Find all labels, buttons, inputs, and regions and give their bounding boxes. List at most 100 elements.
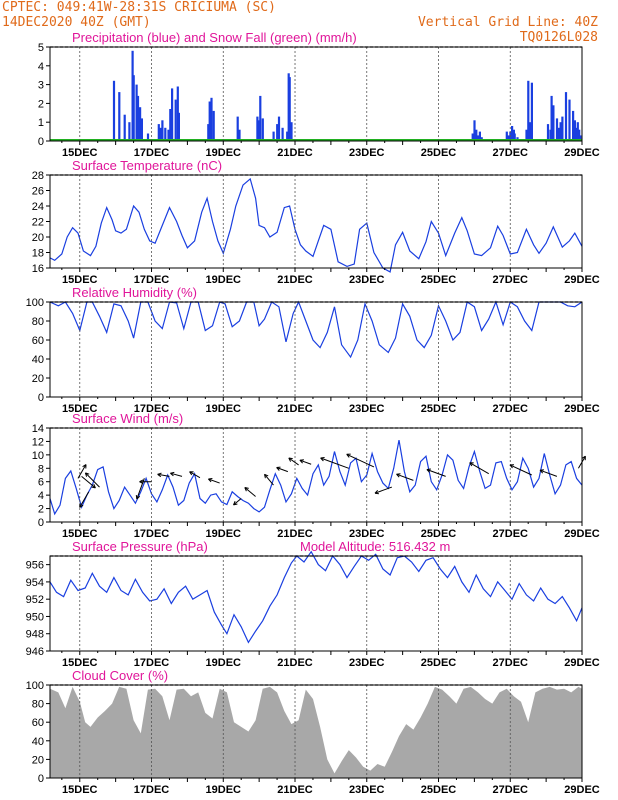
y-tick-label: 60 <box>32 717 44 729</box>
precip-bar <box>576 122 579 141</box>
precip-bar <box>276 124 279 141</box>
wind-arrow-icon <box>208 478 220 484</box>
series-pressure <box>49 550 583 644</box>
y-tick-label: 28 <box>32 170 44 182</box>
precip-bar <box>557 127 560 141</box>
precip-bar <box>174 99 177 141</box>
y-tick-label: 80 <box>32 316 44 328</box>
y-tick-label: 950 <box>26 611 44 623</box>
x-tick-label: 25DEC <box>421 528 457 540</box>
x-tick-label: 23DEC <box>349 274 385 286</box>
precip-bar <box>136 95 140 141</box>
wind-arrowhead-icon <box>469 462 474 467</box>
x-tick-label: 17DEC <box>134 784 170 796</box>
precip-bar <box>159 127 162 141</box>
y-tick-label: 0 <box>38 517 44 529</box>
precip-bar <box>578 129 581 141</box>
x-tick-label: 15DEC <box>62 403 98 415</box>
panel-cloud: Cloud Cover (%) 0 20 40 60 80 100 15DEC 17DEC 19D… <box>26 668 600 796</box>
wind-arrow-icon <box>396 473 414 481</box>
precip-bar <box>210 97 213 141</box>
y-tick-label: 12 <box>32 436 44 448</box>
panel-title-precip: Precipitation (blue) and Snow Fall (gree… <box>72 30 357 45</box>
wind-arrow-icon <box>509 464 532 476</box>
precip-bar <box>132 75 135 141</box>
y-tick-label: 2 <box>38 504 44 516</box>
wind-arrowhead-icon <box>276 466 281 471</box>
y-tick-label: 100 <box>26 297 44 309</box>
x-tick-label: 15DEC <box>62 784 98 796</box>
y-tick-label: 6 <box>38 477 44 489</box>
x-tick-label: 29DEC <box>564 528 600 540</box>
precip-bar <box>288 77 291 141</box>
x-tick-label: 29DEC <box>564 657 600 669</box>
precip-bar <box>259 95 262 141</box>
wind-arrowhead-icon <box>288 457 293 462</box>
panel-frame <box>49 174 583 269</box>
x-tick-label: 15DEC <box>62 657 98 669</box>
wind-arrowhead-icon <box>157 472 162 478</box>
precip-bar <box>176 86 179 141</box>
precip-bar <box>167 129 170 141</box>
precip-bar <box>272 131 275 141</box>
wind-arrow-icon <box>539 469 558 477</box>
wind-arrowhead-icon <box>374 489 379 495</box>
x-tick-label: 27DEC <box>493 784 529 796</box>
precip-bar <box>511 126 514 141</box>
wind-arrowhead-icon <box>539 469 544 474</box>
x-tick-label: 27DEC <box>493 274 529 286</box>
y-tick-label: 4 <box>38 61 44 73</box>
panel-title-pressure: Surface Pressure (hPa) <box>72 539 208 554</box>
y-tick-label: 80 <box>32 699 44 711</box>
x-tick-label: 23DEC <box>349 403 385 415</box>
wind-arrow-icon <box>81 475 96 489</box>
precip-bar <box>529 122 532 141</box>
precip-bar <box>507 135 510 141</box>
precip-bar <box>157 124 160 141</box>
precip-bar <box>128 122 131 141</box>
x-tick-label: 17DEC <box>134 403 170 415</box>
precip-bar <box>525 129 528 141</box>
header-datetime: 14DEC2020 40Z (GMT) <box>2 15 151 30</box>
panel-frame <box>49 555 583 652</box>
header-grid-note: Vertical Grid Line: 40Z <box>417 15 598 30</box>
precip-bar <box>177 112 180 141</box>
pressure-line <box>49 550 583 644</box>
x-tick-label: 15DEC <box>62 274 98 286</box>
precip-bar <box>561 116 564 141</box>
x-tick-label: 15DEC <box>62 528 98 540</box>
wind-line <box>49 439 583 516</box>
y-tick-label: 26 <box>32 186 44 198</box>
y-tick-label: 3 <box>38 80 44 92</box>
x-tick-label: 21DEC <box>277 403 313 415</box>
precip-bar <box>139 107 142 141</box>
cloud-area <box>50 686 582 778</box>
wind-arrowhead-icon <box>396 473 401 478</box>
wind-arrow-icon <box>299 459 312 465</box>
y-tick-label: 18 <box>32 248 44 260</box>
wind-arrowhead-icon <box>139 479 144 484</box>
x-tick-label: 29DEC <box>564 403 600 415</box>
wind-arrows <box>77 453 586 508</box>
precip-bar <box>546 124 550 141</box>
series-cloud <box>50 686 582 778</box>
y-tick-label: 22 <box>32 217 44 229</box>
precip-bar <box>277 116 281 141</box>
wind-arrowhead-icon <box>84 472 90 477</box>
y-tick-label: 20 <box>32 232 44 244</box>
precip-bar <box>513 133 516 141</box>
precip-bar <box>477 135 480 141</box>
wind-arrowhead-icon <box>581 455 586 461</box>
y-tick-label: 10 <box>32 450 44 462</box>
y-tick-label: 40 <box>32 354 44 366</box>
panel-title-humidity: Relative Humidity (%) <box>72 285 197 300</box>
wind-arrowhead-icon <box>264 473 269 479</box>
precip-bar <box>236 116 239 141</box>
wind-arrowhead-icon <box>79 503 84 508</box>
x-tick-label: 29DEC <box>564 147 600 159</box>
y-tick-label: 100 <box>26 680 44 692</box>
x-tick-label: 21DEC <box>277 147 313 159</box>
precip-bar <box>575 127 578 141</box>
precip-bar <box>505 131 508 141</box>
x-tick-label: 21DEC <box>277 657 313 669</box>
